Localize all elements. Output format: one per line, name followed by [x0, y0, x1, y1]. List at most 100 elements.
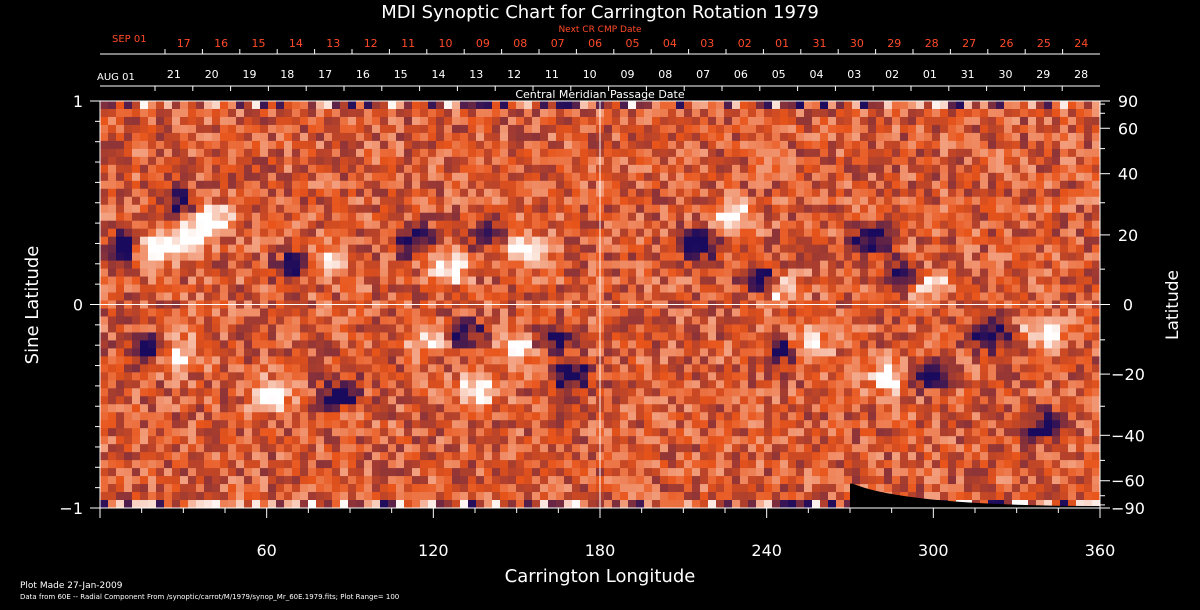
heatmap-cell: [740, 164, 749, 174]
heatmap-cell: [524, 156, 533, 166]
heatmap-cell: [660, 388, 669, 397]
heatmap-cell: [924, 308, 933, 317]
heatmap-cell: [1036, 180, 1045, 190]
heatmap-cell: [556, 228, 565, 238]
heatmap-cell: [364, 236, 373, 246]
heatmap-cell: [236, 148, 245, 158]
heatmap-cell: [604, 340, 613, 349]
heatmap-cell: [780, 196, 789, 206]
heatmap-cell: [516, 388, 525, 397]
heatmap-cell: [700, 324, 709, 333]
heatmap-cell: [356, 364, 365, 373]
heatmap-cell: [316, 396, 325, 405]
heatmap-cell: [404, 276, 413, 285]
heatmap-cell: [972, 340, 981, 349]
heatmap-cell: [940, 380, 949, 389]
heatmap-cell: [852, 196, 861, 206]
heatmap-cell: [996, 101, 1005, 110]
heatmap-cell: [420, 356, 429, 365]
heatmap-cell: [788, 244, 797, 254]
heatmap-cell: [1012, 260, 1021, 269]
heatmap-cell: [636, 252, 645, 262]
heatmap-cell: [516, 260, 525, 269]
heatmap-cell: [404, 116, 413, 126]
heatmap-cell: [148, 324, 157, 333]
heatmap-cell: [916, 108, 925, 118]
heatmap-cell: [396, 348, 405, 357]
heatmap-cell: [148, 101, 157, 110]
heatmap-cell: [876, 284, 885, 293]
heatmap-cell: [500, 101, 509, 110]
heatmap-cell: [836, 212, 845, 222]
heatmap-cell: [612, 148, 621, 158]
heatmap-cell: [564, 236, 573, 246]
heatmap-cell: [492, 236, 501, 246]
heatmap-cell: [604, 404, 613, 413]
heatmap-cell: [852, 284, 861, 293]
heatmap-cell: [556, 156, 565, 166]
heatmap-cell: [1052, 101, 1061, 110]
heatmap-cell: [1092, 260, 1101, 269]
heatmap-cell: [388, 372, 397, 381]
heatmap-cell: [764, 124, 773, 134]
heatmap-cell: [332, 308, 341, 317]
heatmap-cell: [612, 340, 621, 349]
heatmap-cell: [276, 244, 285, 254]
heatmap-cell: [812, 116, 821, 126]
heatmap-cell: [508, 356, 517, 365]
heatmap-cell: [308, 332, 317, 341]
heatmap-cell: [796, 316, 805, 325]
heatmap-cell: [972, 228, 981, 238]
heatmap-cell: [916, 340, 925, 349]
heatmap-cell: [1012, 156, 1021, 166]
heatmap-cell: [396, 124, 405, 134]
heatmap-cell: [156, 412, 165, 421]
heatmap-cell: [300, 332, 309, 341]
heatmap-cell: [180, 388, 189, 397]
heatmap-cell: [916, 212, 925, 222]
heatmap-cell: [692, 180, 701, 190]
heatmap-cell: [180, 116, 189, 126]
heatmap-cell: [260, 172, 269, 182]
heatmap-cell: [692, 156, 701, 166]
heatmap-cell: [324, 372, 333, 381]
heatmap-cell: [884, 316, 893, 325]
heatmap-cell: [228, 236, 237, 246]
heatmap-cell: [940, 356, 949, 365]
heatmap-cell: [212, 124, 221, 134]
heatmap-cell: [444, 284, 453, 293]
heatmap-cell: [212, 284, 221, 293]
heatmap-cell: [484, 260, 493, 269]
heatmap-cell: [196, 172, 205, 182]
heatmap-cell: [900, 348, 909, 357]
heatmap-cell: [556, 404, 565, 413]
heatmap-cell: [796, 124, 805, 134]
heatmap-cell: [668, 284, 677, 293]
heatmap-cell: [180, 228, 189, 238]
heatmap-cell: [428, 148, 437, 158]
heatmap-cell: [948, 140, 957, 150]
heatmap-cell: [300, 276, 309, 285]
heatmap-cell: [276, 284, 285, 293]
heatmap-cell: [724, 220, 733, 230]
heatmap-cell: [972, 116, 981, 126]
heatmap-cell: [828, 404, 837, 413]
heatmap-cell: [1060, 116, 1069, 126]
heatmap-cell: [316, 101, 325, 110]
heatmap-cell: [180, 252, 189, 262]
heatmap-cell: [652, 116, 661, 126]
heatmap-cell: [388, 244, 397, 254]
heatmap-cell: [420, 268, 429, 277]
heatmap-cell: [396, 316, 405, 325]
heatmap-cell: [188, 252, 197, 262]
heatmap-cell: [788, 108, 797, 118]
heatmap-cell: [340, 148, 349, 158]
heatmap-cell: [300, 324, 309, 333]
heatmap-cell: [1028, 404, 1037, 413]
heatmap-cell: [828, 140, 837, 150]
heatmap-cell: [468, 204, 477, 214]
heatmap-cell: [892, 252, 901, 262]
heatmap-cell: [628, 220, 637, 230]
heatmap-cell: [204, 316, 213, 325]
heatmap-cell: [284, 380, 293, 389]
